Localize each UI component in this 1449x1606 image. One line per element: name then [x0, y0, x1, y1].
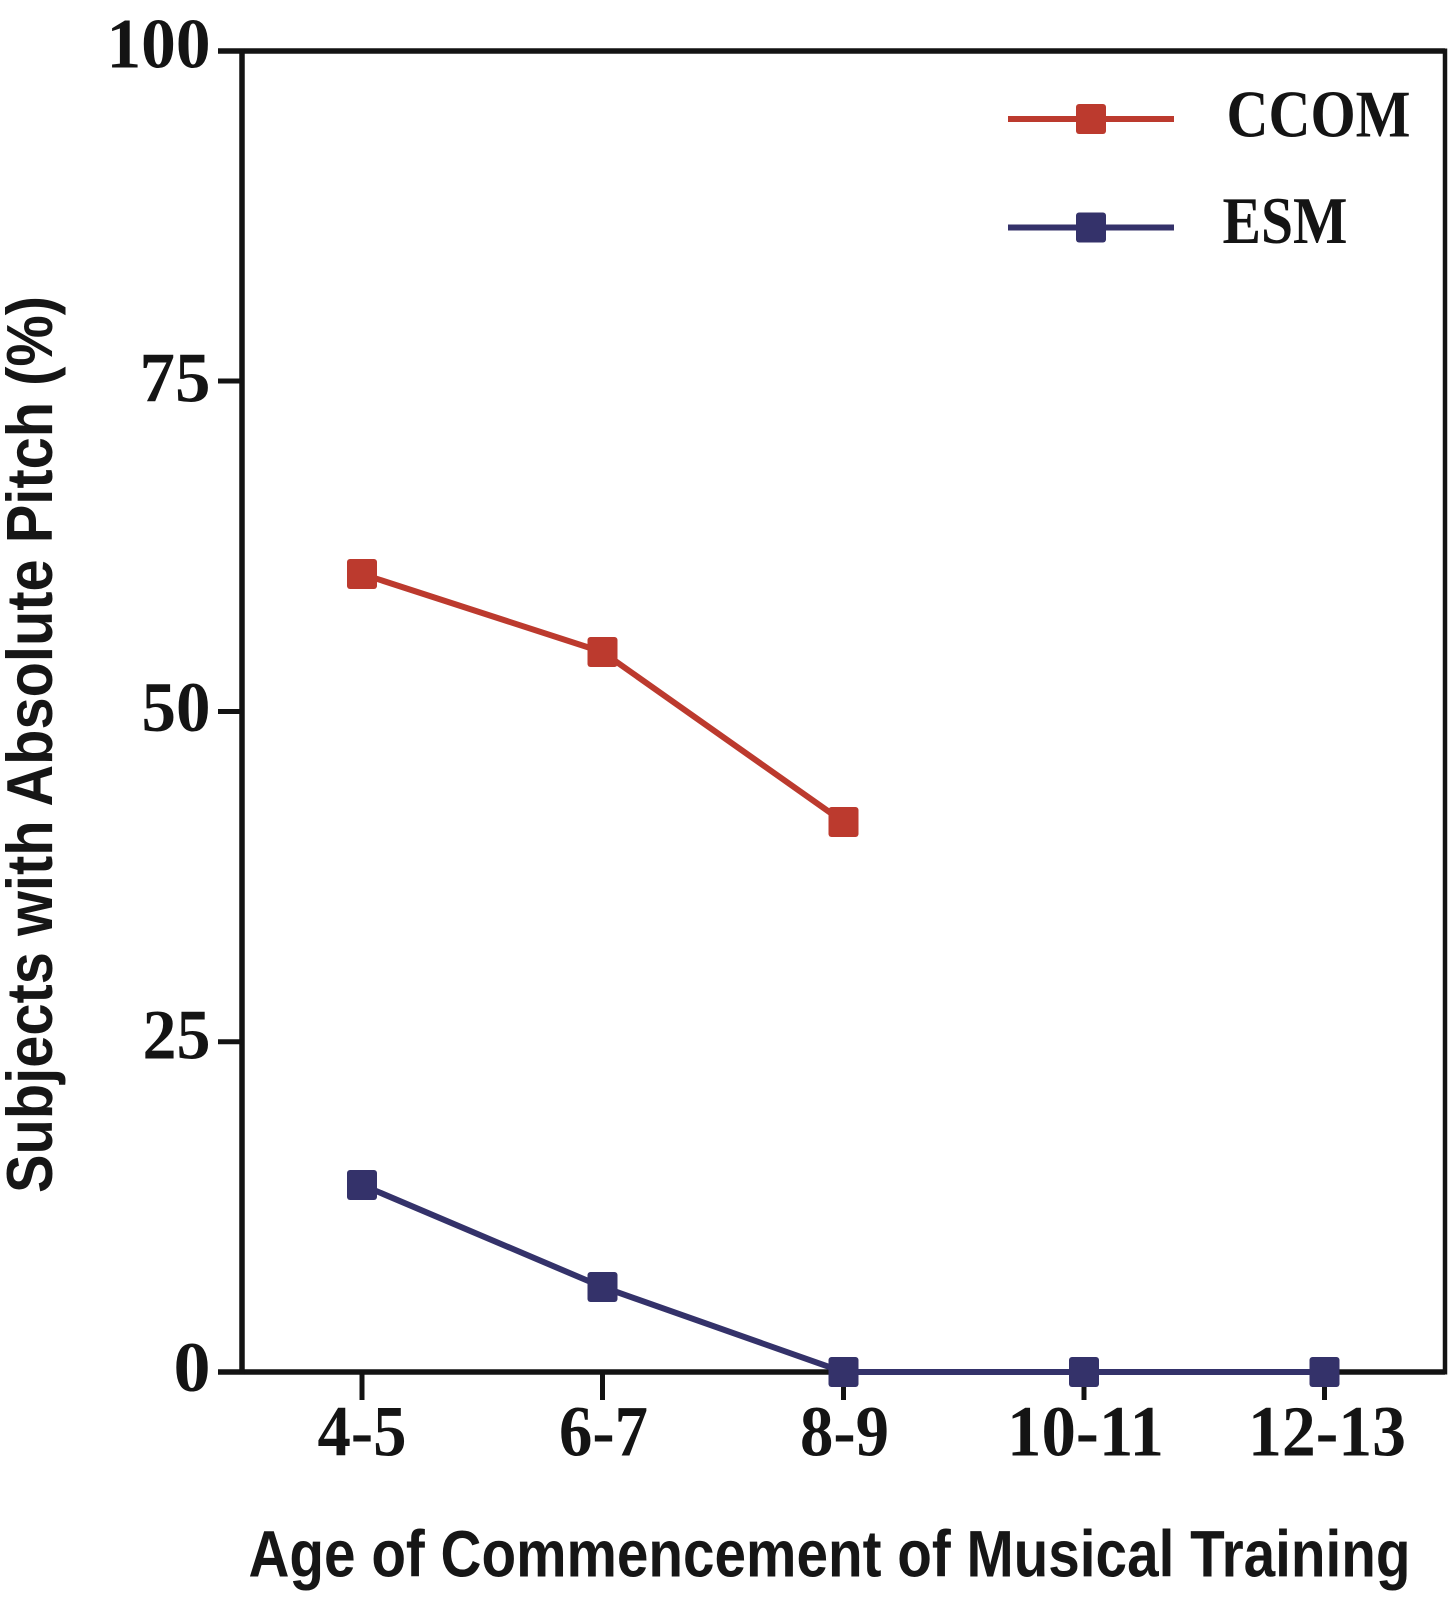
svg-text:12-13: 12-13 — [1248, 1392, 1406, 1472]
svg-text:50: 50 — [142, 669, 211, 747]
svg-text:25: 25 — [143, 997, 211, 1075]
svg-text:10-11: 10-11 — [1007, 1392, 1164, 1472]
svg-text:100: 100 — [107, 6, 211, 84]
svg-text:75: 75 — [140, 340, 211, 418]
svg-text:Age of Commencement of Musical: Age of Commencement of Musical Training — [249, 1517, 1411, 1591]
svg-text:8-9: 8-9 — [800, 1392, 889, 1472]
svg-text:ESM: ESM — [1223, 184, 1348, 258]
svg-text:0: 0 — [174, 1329, 211, 1407]
svg-text:6-7: 6-7 — [559, 1392, 648, 1472]
svg-text:4-5: 4-5 — [318, 1392, 407, 1472]
svg-text:CCOM: CCOM — [1227, 78, 1411, 152]
svg-text:Subjects with Absolute Pitch (: Subjects with Absolute Pitch (%) — [0, 296, 66, 1193]
